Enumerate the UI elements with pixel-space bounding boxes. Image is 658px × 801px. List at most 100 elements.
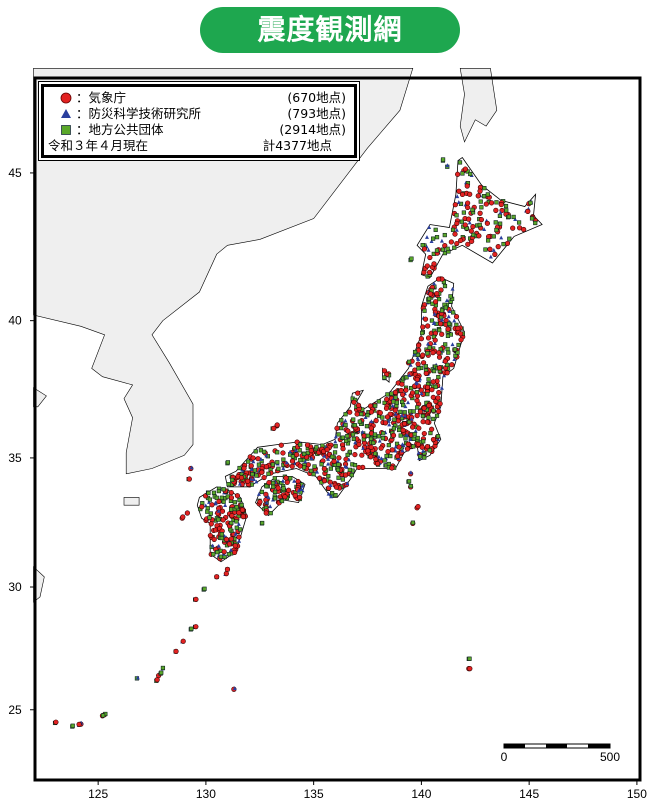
local-gov-station-marker: [238, 527, 243, 532]
local-gov-station-marker: [206, 490, 211, 496]
jma-station-marker: [308, 448, 314, 454]
nied-station-marker: [232, 686, 237, 691]
jma-station-marker: [487, 246, 493, 252]
local-gov-station-marker: [256, 462, 262, 467]
local-gov-station-marker: [451, 310, 456, 315]
jma-station-marker: [286, 487, 292, 493]
local-gov-station-marker: [234, 505, 239, 510]
jma-station-marker: [368, 454, 374, 460]
jma-station-marker: [193, 624, 199, 630]
local-gov-station-marker: [409, 256, 414, 261]
local-gov-station-marker: [411, 444, 416, 449]
nied-station-marker: [452, 357, 457, 362]
local-gov-station-marker: [431, 368, 437, 374]
jma-station-marker: [321, 478, 328, 484]
nied-station-marker: [427, 225, 432, 229]
nied-station-marker: [424, 235, 429, 239]
local-gov-station-marker: [237, 465, 242, 471]
jma-station-marker: [403, 387, 409, 393]
local-gov-station-marker: [311, 472, 316, 477]
lon-tick-label: 140: [411, 787, 431, 801]
local-gov-station-marker: [497, 213, 503, 218]
nied-station-marker: [390, 403, 395, 408]
lat-tick-label: 35: [8, 451, 22, 465]
map-frame: [33, 76, 642, 782]
nied-station-marker: [399, 413, 404, 418]
nied-station-marker: [400, 448, 405, 453]
local-gov-station-marker: [446, 350, 451, 355]
jma-station-marker: [280, 450, 286, 456]
local-gov-station-marker: [336, 432, 341, 437]
jma-station-marker: [223, 571, 229, 577]
jma-station-marker: [415, 361, 421, 367]
local-gov-station-marker: [426, 415, 431, 420]
nied-station-marker: [361, 446, 366, 450]
local-gov-station-marker: [271, 484, 276, 489]
local-gov-station-marker: [371, 440, 376, 445]
jma-station-marker: [442, 358, 448, 364]
nied-station-marker: [444, 298, 449, 303]
local-gov-station-marker: [365, 413, 370, 418]
jma-station-marker: [340, 446, 346, 452]
jma-station-marker: [184, 510, 190, 516]
legend-count: (793地点): [287, 106, 346, 121]
local-gov-station-marker: [412, 432, 417, 437]
legend: ：気象庁 (670地点) ：防災科学技術研究所 (793地点) ：地方公共団体 …: [41, 84, 357, 158]
jma-station-marker: [465, 200, 471, 206]
jma-station-marker: [53, 719, 59, 725]
local-gov-station-marker: [330, 490, 335, 496]
local-gov-station-marker: [352, 463, 358, 468]
local-gov-station-marker: [349, 472, 354, 478]
jma-station-marker: [228, 490, 234, 496]
scale-start: 0: [501, 750, 508, 764]
jma-station-marker: [432, 299, 439, 305]
nied-station-marker: [467, 220, 472, 225]
nied-station-marker: [266, 495, 271, 499]
jma-station-marker: [257, 499, 263, 505]
local-gov-station-marker: [494, 227, 499, 233]
nied-station-marker: [280, 478, 285, 483]
jma-station-marker: [425, 323, 431, 329]
local-gov-station-marker: [253, 449, 258, 454]
local-gov-station-marker: [226, 482, 231, 487]
jma-station-marker: [396, 444, 402, 450]
local-gov-station-marker: [246, 459, 251, 464]
nied-station-marker: [432, 281, 437, 286]
nied-station-marker: [296, 488, 301, 493]
local-gov-station-marker: [276, 466, 281, 471]
nied-station-marker: [369, 419, 374, 424]
local-gov-station-marker: [335, 467, 341, 472]
nied-station-marker: [498, 210, 503, 215]
jma-station-marker: [434, 291, 440, 297]
local-gov-station-marker: [433, 384, 438, 389]
local-gov-station-marker: [426, 377, 431, 382]
local-gov-station-marker: [386, 443, 391, 448]
jma-station-marker: [373, 418, 379, 424]
jma-station-marker: [355, 390, 361, 396]
local-gov-station-marker: [376, 434, 382, 439]
local-gov-station-marker: [328, 466, 333, 471]
jma-station-marker: [271, 425, 277, 431]
local-gov-station-marker: [425, 351, 430, 356]
nied-station-marker: [309, 456, 314, 460]
local-gov-station-marker: [372, 432, 378, 437]
local-gov-station-marker: [461, 210, 466, 215]
nied-station-marker: [328, 483, 333, 487]
jma-station-marker: [484, 220, 490, 226]
local-gov-station-marker: [384, 453, 389, 459]
jma-station-marker: [405, 441, 411, 447]
lon-tick-label: 130: [196, 787, 216, 801]
local-gov-station-marker: [229, 507, 234, 512]
local-gov-station-marker: [436, 296, 442, 302]
nied-station-marker: [249, 476, 254, 481]
nied-station-marker: [259, 457, 264, 461]
local-gov-station-marker: [345, 433, 350, 439]
jma-station-marker: [420, 360, 427, 366]
jma-station-marker: [216, 498, 222, 505]
jma-station-marker: [477, 188, 483, 194]
jma-station-marker: [259, 469, 265, 475]
jma-station-marker: [465, 241, 471, 247]
local-gov-station-marker: [237, 498, 242, 503]
jma-station-marker: [424, 263, 430, 269]
jma-station-marker: [430, 436, 437, 443]
